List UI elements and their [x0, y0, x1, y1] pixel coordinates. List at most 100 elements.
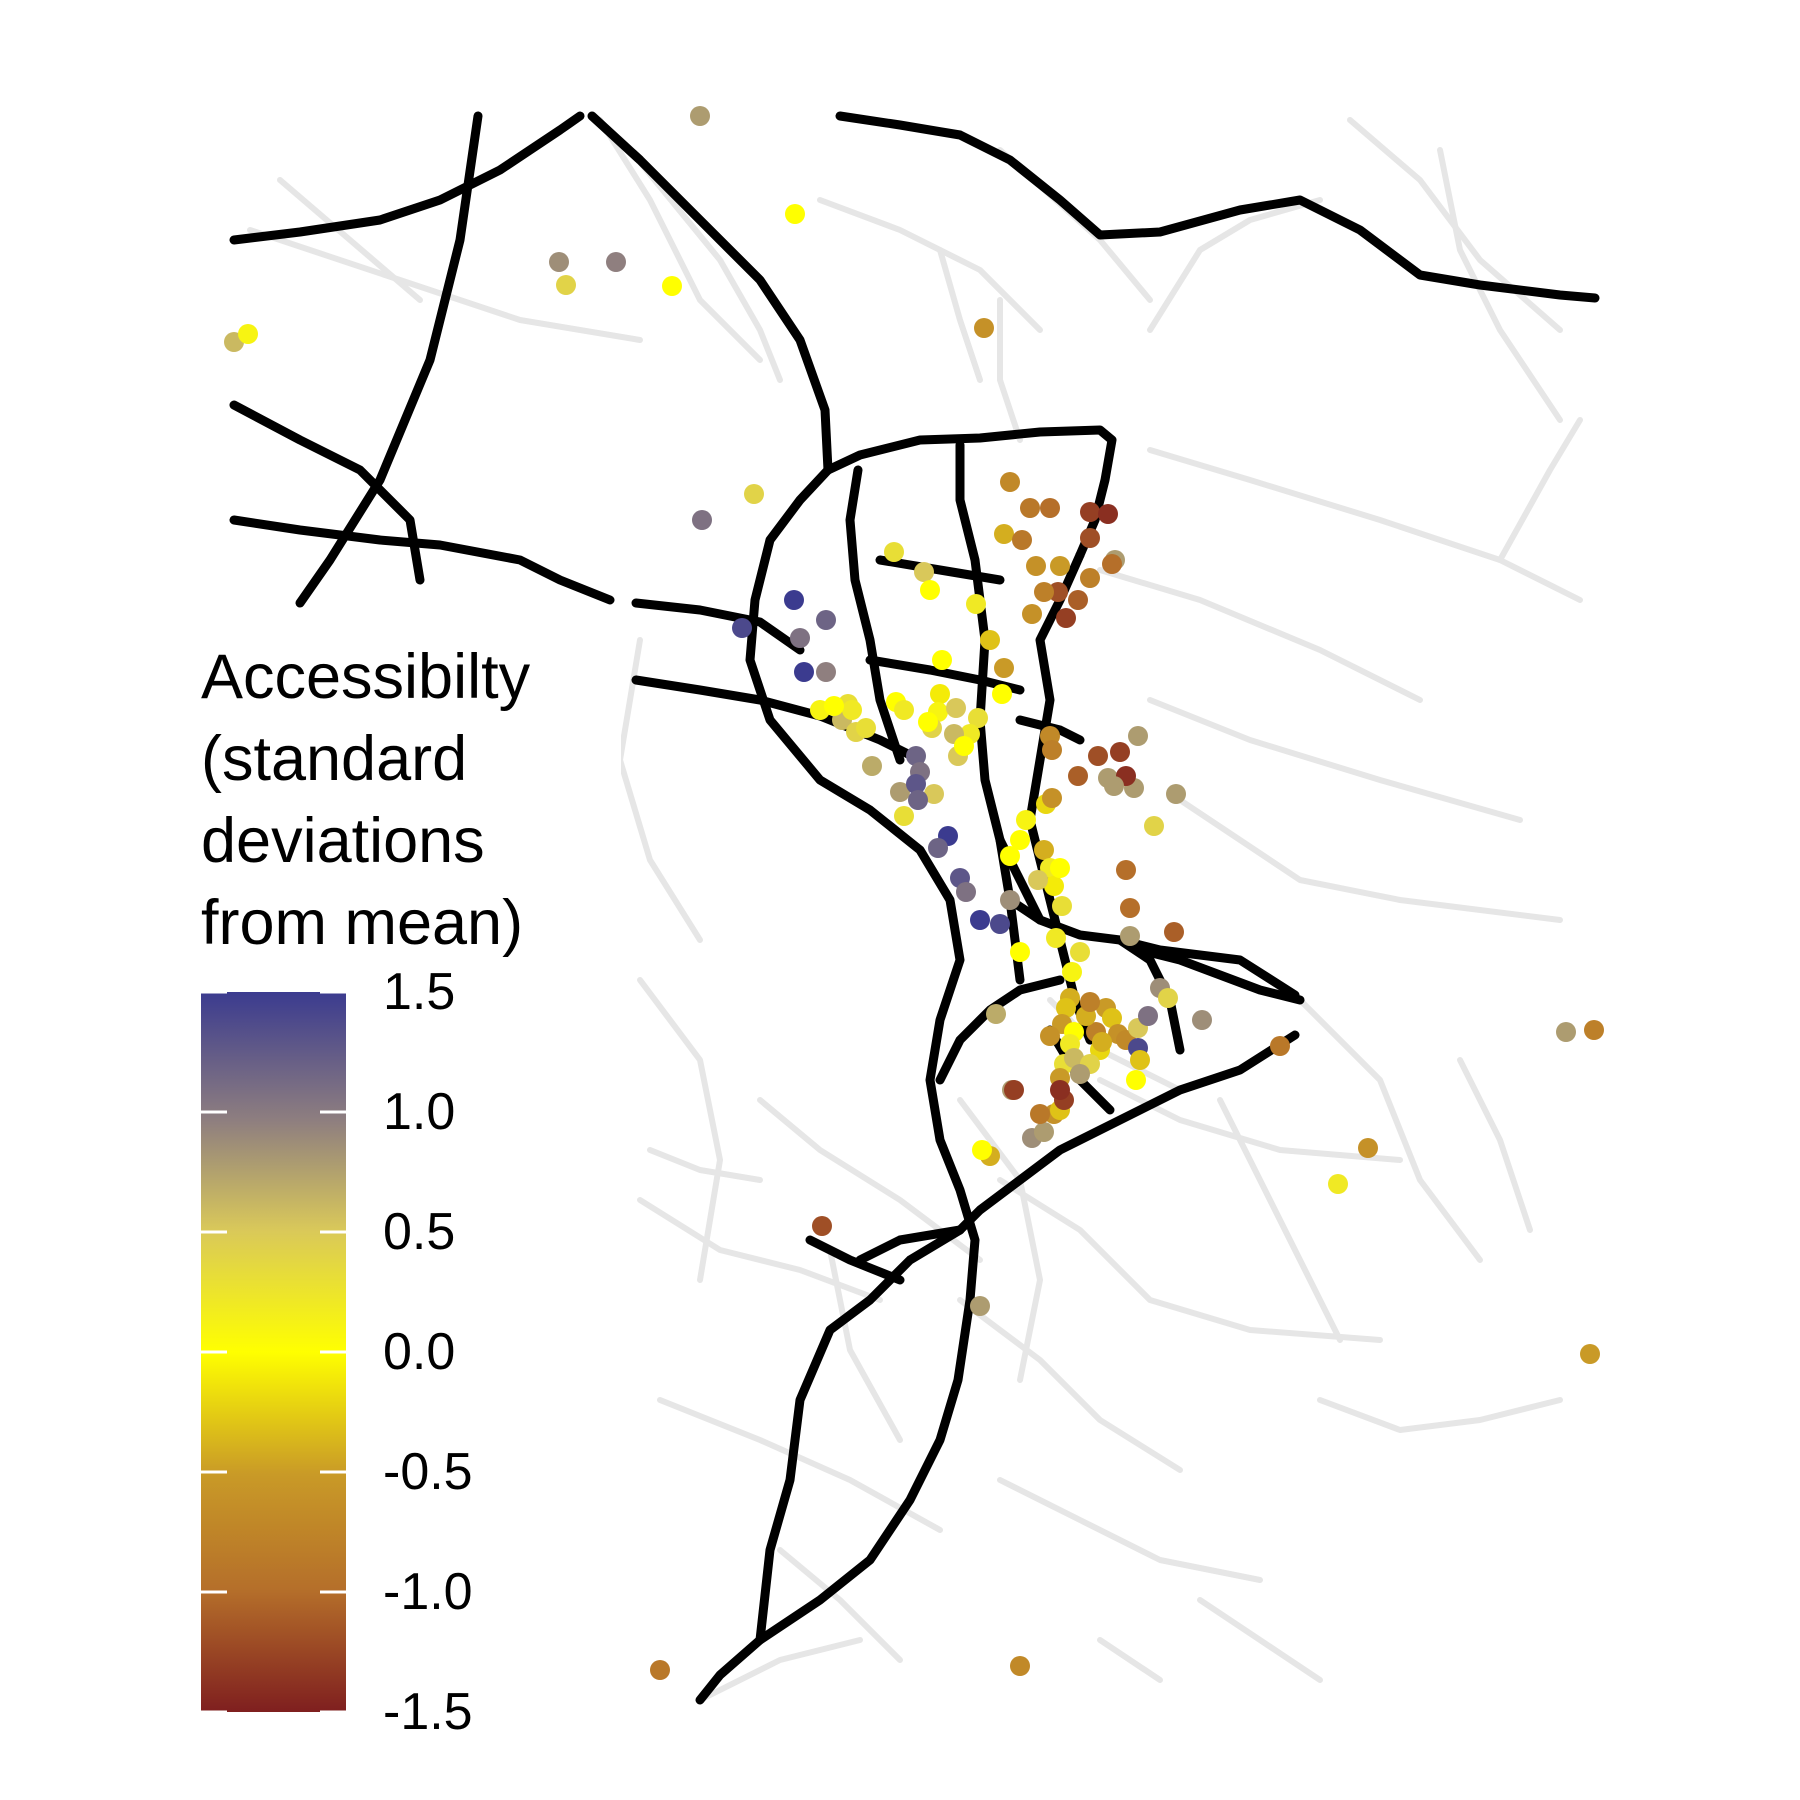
legend-title-line-1: Accessibilty [201, 642, 531, 712]
data-point [1104, 776, 1124, 796]
data-point [856, 718, 876, 738]
data-point [1138, 1006, 1158, 1026]
data-point [556, 275, 576, 295]
data-point [914, 562, 934, 582]
data-point [1126, 1070, 1146, 1090]
data-point [238, 324, 258, 344]
data-point [1358, 1138, 1378, 1158]
data-point [968, 708, 988, 728]
data-point [1584, 1020, 1604, 1040]
data-point [1120, 926, 1140, 946]
data-point [1158, 988, 1178, 1008]
data-point [1192, 1010, 1212, 1030]
data-point [690, 106, 710, 126]
data-point [1046, 928, 1066, 948]
data-point [1040, 1026, 1060, 1046]
major-roads [229, 111, 1600, 1705]
data-point [1144, 816, 1164, 836]
tick-label-1-5: 1.5 [383, 963, 456, 1021]
tick-label-0-5: 0.5 [383, 1203, 456, 1261]
data-point [692, 510, 712, 530]
colorbar-ticks [201, 990, 346, 1714]
data-point [1000, 846, 1020, 866]
data-point [1098, 504, 1118, 524]
data-point [1328, 1174, 1348, 1194]
data-point [816, 662, 836, 682]
data-point [1034, 1122, 1054, 1142]
data-point [1062, 962, 1082, 982]
data-point [1056, 608, 1076, 628]
data-point [928, 838, 948, 858]
data-point [970, 1296, 990, 1316]
data-point [1050, 1080, 1070, 1100]
legend-colorbar [201, 990, 346, 1714]
data-point [816, 610, 836, 630]
data-point [549, 252, 569, 272]
tick-label-1-0: 1.0 [383, 1083, 456, 1141]
data-point [1068, 766, 1088, 786]
data-point [980, 630, 1000, 650]
data-point [1042, 788, 1062, 808]
legend-title-line-4: from mean) [201, 888, 524, 958]
data-point [744, 484, 764, 504]
data-point [1034, 582, 1054, 602]
data-point [1012, 530, 1032, 550]
data-point [1070, 942, 1090, 962]
data-point [1052, 896, 1072, 916]
data-point [994, 524, 1014, 544]
data-point [986, 1004, 1006, 1024]
legend-title-line-2: (standard [201, 724, 468, 794]
data-point [1068, 590, 1088, 610]
data-point [974, 318, 994, 338]
data-point [662, 276, 682, 296]
data-point [894, 700, 914, 720]
data-point [924, 784, 944, 804]
data-point [1034, 840, 1054, 860]
data-point [894, 806, 914, 826]
data-point [946, 698, 966, 718]
tick-label-0-0: 0.0 [383, 1323, 456, 1381]
data-point [1022, 604, 1042, 624]
data-point [972, 1140, 992, 1160]
data-point [1120, 898, 1140, 918]
tick-label-neg-1-5: -1.5 [383, 1683, 473, 1741]
data-point [1102, 554, 1122, 574]
data-point [890, 782, 910, 802]
data-point [1270, 1036, 1290, 1056]
data-point [954, 736, 974, 756]
data-point [794, 662, 814, 682]
data-point [1000, 472, 1020, 492]
data-point [650, 1660, 670, 1680]
data-points [224, 106, 1604, 1680]
data-point [1004, 1080, 1024, 1100]
legend-title-line-3: deviations [201, 806, 485, 876]
data-point [1030, 1104, 1050, 1124]
data-point [1000, 890, 1020, 910]
data-point [1028, 870, 1048, 890]
data-point [1026, 556, 1046, 576]
data-point [990, 914, 1010, 934]
data-point [790, 628, 810, 648]
data-point [918, 712, 938, 732]
data-point [1080, 992, 1100, 1012]
data-point [1556, 1022, 1576, 1042]
data-point [784, 590, 804, 610]
tick-label-neg-0-5: -0.5 [383, 1443, 473, 1501]
data-point [1128, 726, 1148, 746]
data-point [1080, 528, 1100, 548]
data-point [606, 252, 626, 272]
data-point [906, 746, 926, 766]
data-point [1042, 740, 1062, 760]
data-point [994, 658, 1014, 678]
data-point [1040, 498, 1060, 518]
data-point [862, 756, 882, 776]
data-point [1064, 1048, 1084, 1068]
data-point [1010, 942, 1030, 962]
data-point [1010, 830, 1030, 850]
data-point [824, 696, 844, 716]
data-point [966, 594, 986, 614]
data-point [884, 542, 904, 562]
data-point [956, 882, 976, 902]
data-point [1166, 784, 1186, 804]
